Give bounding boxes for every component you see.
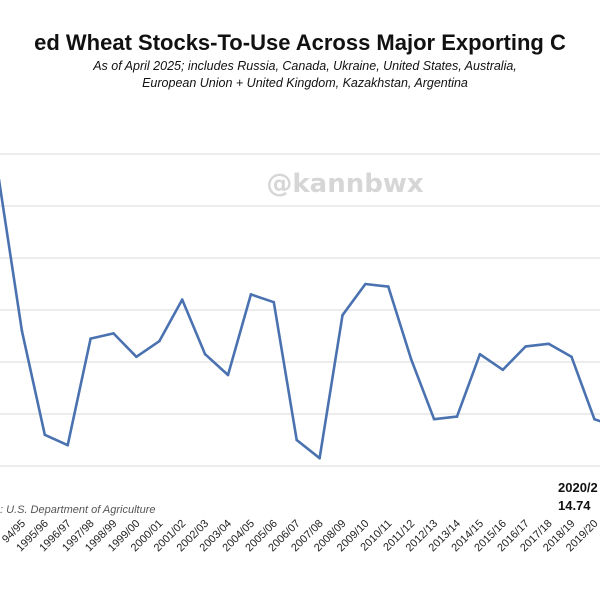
data-point-2004/05 [249,293,253,296]
data-point-1994/95 [20,329,24,333]
gridlines [0,153,600,467]
data-point-2010/11 [387,285,390,288]
data-point-1999/00 [135,355,138,359]
data-point-2008/09 [341,313,344,317]
data-point-2005/06 [272,300,276,304]
data-point-2001/02 [180,298,184,301]
data-point-2003/04 [226,373,230,377]
x-axis-tick-labels: 94/951995/961996/971997/981998/991999/00… [0,518,600,555]
data-point-2013/14 [455,415,459,418]
data-point-1995/96 [43,433,47,437]
data-point-2012/13 [432,417,436,421]
annotation-year: 2020/2 [558,480,598,495]
chart-subtitle-line-2: European Union + United Kingdom, Kazakhs… [142,76,468,90]
data-point-2014/15 [478,352,482,356]
data-point-1998/99 [112,332,115,335]
data-point-2015/16 [501,368,505,372]
data-point-2000/01 [158,339,161,343]
data-point-2018/19 [570,355,573,359]
data-point-2002/03 [203,352,207,356]
chart-subtitle-line-1: As of April 2025; includes Russia, Canad… [92,59,517,73]
data-series [0,179,600,460]
data-point-2011/12 [409,358,413,361]
data-point-1996/97 [66,443,69,447]
series-line [0,179,600,460]
data-point-2019/20 [593,417,596,421]
data-point-2016/17 [524,345,527,348]
annotation-value: 14.74 [558,498,591,513]
chart-title: ed Wheat Stocks-To-Use Across Major Expo… [34,30,566,55]
data-point-1997/98 [89,337,92,340]
data-point-2006/07 [295,438,299,442]
watermark: @kannbwx [266,169,423,199]
data-point-2017/18 [547,342,550,346]
data-point-2009/10 [364,282,367,286]
source-note: : U.S. Department of Agriculture [0,504,156,516]
data-point-2007/08 [318,456,321,460]
